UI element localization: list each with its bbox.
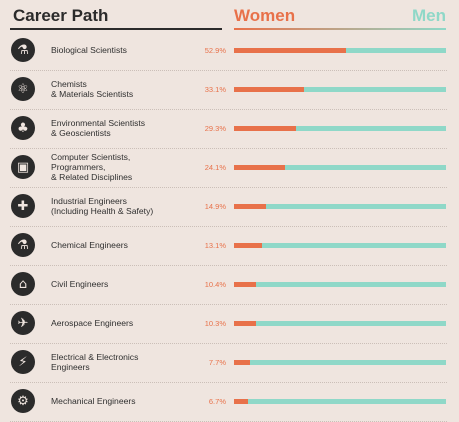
women-legend-label: Women (234, 6, 296, 25)
category-label: Chemical Engineers (51, 240, 128, 250)
row-divider (10, 382, 447, 383)
women-bar (234, 87, 305, 92)
value-label: 52.9% (204, 46, 226, 55)
men-legend-label: Men (412, 6, 446, 25)
value-label: 10.3% (204, 319, 226, 328)
women-bar (234, 126, 297, 131)
title-underline (10, 28, 222, 30)
value-label: 7.7% (208, 358, 226, 367)
women-bar (234, 360, 251, 365)
value-label: 24.1% (204, 163, 226, 172)
row-divider (10, 187, 447, 188)
chart-row: ⚗ Chemical Engineers 13.1% (0, 227, 459, 266)
value-label: 13.1% (204, 241, 226, 250)
row-divider (10, 226, 447, 227)
category-label: Chemists & Materials Scientists (51, 79, 134, 99)
women-bar (234, 243, 262, 248)
career-path-title: Career Path (13, 6, 109, 25)
chart-row: ⚡ Electrical & Electronics Engineers 7.7% (0, 344, 459, 383)
women-bar (234, 165, 286, 170)
microscope-icon: ⚗ (11, 38, 35, 62)
chart-row: ⚗ Biological Scientists 52.9% (0, 32, 459, 71)
gear-icon: ⚙ (11, 389, 35, 413)
legend-underline (234, 28, 446, 30)
value-label: 14.9% (204, 202, 226, 211)
category-label: Environmental Scientists & Geoscientists (51, 118, 146, 138)
computer-icon: ▣ (11, 155, 35, 179)
women-bar (234, 321, 256, 326)
category-label: Civil Engineers (51, 279, 109, 289)
chart-header: Career Path Women Men (0, 0, 459, 30)
value-label: 33.1% (204, 85, 226, 94)
row-divider (10, 148, 447, 149)
molecule-icon: ⚛ (11, 77, 35, 101)
women-bar (234, 282, 257, 287)
men-bar (234, 165, 446, 170)
category-label: Biological Scientists (51, 45, 127, 55)
men-bar (234, 204, 446, 209)
lightning-icon: ⚡ (11, 350, 35, 374)
men-bar (234, 87, 446, 92)
chart-row: ✚ Industrial Engineers (Including Health … (0, 188, 459, 227)
men-bar (234, 399, 446, 404)
men-bar (234, 360, 446, 365)
women-bar (234, 204, 266, 209)
chart-row: ✈ Aerospace Engineers 10.3% (0, 305, 459, 344)
row-divider (10, 109, 447, 110)
category-label: Aerospace Engineers (51, 318, 134, 328)
row-divider (10, 343, 447, 344)
category-label: Mechanical Engineers (51, 396, 136, 406)
women-bar (234, 399, 249, 404)
medical-cross-icon: ✚ (11, 194, 35, 218)
category-label: Computer Scientists, Programmers, & Rela… (51, 152, 133, 182)
category-label: Industrial Engineers (Including Health &… (51, 196, 154, 216)
chemistry-icon: ⚗ (11, 233, 35, 257)
value-label: 29.3% (204, 124, 226, 133)
men-bar (234, 48, 446, 53)
value-label: 10.4% (204, 280, 226, 289)
row-divider (10, 304, 447, 305)
chart-row: ▣ Computer Scientists, Programmers, & Rel… (0, 149, 459, 188)
men-bar (234, 282, 446, 287)
chart-row: ⌂ Civil Engineers 10.4% (0, 266, 459, 305)
chart-row: ⚛ Chemists & Materials Scientists 33.1% (0, 71, 459, 110)
men-bar (234, 243, 446, 248)
value-label: 6.7% (208, 397, 226, 406)
airplane-icon: ✈ (11, 311, 35, 335)
men-bar (234, 126, 446, 131)
chart-row: ♣ Environmental Scientists & Geoscientist… (0, 110, 459, 149)
men-bar (234, 321, 446, 326)
women-bar (234, 48, 347, 53)
category-label: Electrical & Electronics Engineers (51, 352, 139, 372)
bridge-icon: ⌂ (11, 272, 35, 296)
row-divider (10, 265, 447, 266)
tree-icon: ♣ (11, 116, 35, 140)
chart-row: ⚙ Mechanical Engineers 6.7% (0, 383, 459, 422)
row-divider (10, 70, 447, 71)
